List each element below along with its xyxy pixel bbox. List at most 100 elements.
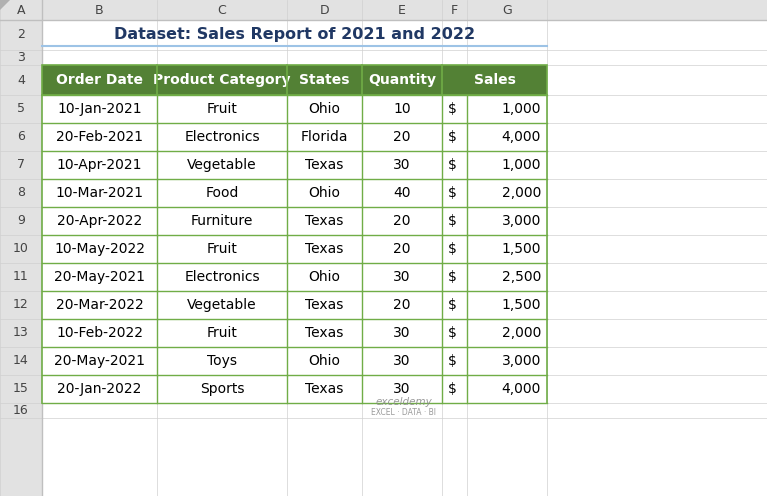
Text: 14: 14 bbox=[13, 355, 29, 368]
Text: exceldemy: exceldemy bbox=[375, 397, 432, 407]
Text: 30: 30 bbox=[393, 158, 411, 172]
Text: Quantity: Quantity bbox=[368, 73, 436, 87]
Text: 3,000: 3,000 bbox=[502, 214, 541, 228]
Bar bbox=[42, 123, 547, 151]
Text: 2,000: 2,000 bbox=[502, 326, 541, 340]
Text: 10-Apr-2021: 10-Apr-2021 bbox=[57, 158, 142, 172]
Text: Ohio: Ohio bbox=[308, 270, 341, 284]
Text: 20-Jan-2022: 20-Jan-2022 bbox=[58, 382, 142, 396]
Text: 10-Jan-2021: 10-Jan-2021 bbox=[58, 102, 142, 116]
Text: 7: 7 bbox=[17, 159, 25, 172]
Text: Texas: Texas bbox=[305, 242, 344, 256]
Polygon shape bbox=[0, 0, 10, 10]
Text: Sales: Sales bbox=[473, 73, 515, 87]
Text: 1,500: 1,500 bbox=[502, 242, 541, 256]
Text: $: $ bbox=[448, 102, 457, 116]
Text: 16: 16 bbox=[13, 404, 29, 417]
Text: $: $ bbox=[448, 214, 457, 228]
Text: B: B bbox=[95, 3, 104, 16]
Bar bbox=[42, 347, 547, 375]
Text: 20-Mar-2022: 20-Mar-2022 bbox=[56, 298, 143, 312]
Text: 10-Feb-2022: 10-Feb-2022 bbox=[56, 326, 143, 340]
Text: 11: 11 bbox=[13, 270, 29, 284]
Text: 8: 8 bbox=[17, 186, 25, 199]
Text: Ohio: Ohio bbox=[308, 102, 341, 116]
Text: 12: 12 bbox=[13, 299, 29, 311]
Bar bbox=[42, 65, 547, 95]
Text: Toys: Toys bbox=[207, 354, 237, 368]
Text: 1,000: 1,000 bbox=[502, 158, 541, 172]
Bar bbox=[42, 151, 547, 179]
Text: Food: Food bbox=[206, 186, 239, 200]
Text: 20-Feb-2021: 20-Feb-2021 bbox=[56, 130, 143, 144]
Text: 30: 30 bbox=[393, 382, 411, 396]
Text: Texas: Texas bbox=[305, 298, 344, 312]
Text: Texas: Texas bbox=[305, 214, 344, 228]
Bar bbox=[42, 319, 547, 347]
Text: 6: 6 bbox=[17, 130, 25, 143]
Text: A: A bbox=[17, 3, 25, 16]
Bar bbox=[42, 207, 547, 235]
Text: 40: 40 bbox=[393, 186, 411, 200]
Text: Order Date: Order Date bbox=[56, 73, 143, 87]
Text: 13: 13 bbox=[13, 326, 29, 339]
Text: 10-Mar-2021: 10-Mar-2021 bbox=[55, 186, 143, 200]
Bar bbox=[0, 0, 767, 20]
Text: 30: 30 bbox=[393, 270, 411, 284]
Text: 20-Apr-2022: 20-Apr-2022 bbox=[57, 214, 142, 228]
Text: Sports: Sports bbox=[199, 382, 244, 396]
Text: $: $ bbox=[448, 382, 457, 396]
Bar bbox=[42, 291, 547, 319]
Text: 10: 10 bbox=[13, 243, 29, 255]
Text: States: States bbox=[299, 73, 350, 87]
Text: C: C bbox=[218, 3, 226, 16]
Text: 20: 20 bbox=[393, 214, 411, 228]
Text: $: $ bbox=[448, 270, 457, 284]
Text: 20-May-2021: 20-May-2021 bbox=[54, 270, 145, 284]
Bar bbox=[42, 263, 547, 291]
Bar bbox=[42, 235, 547, 263]
Text: Texas: Texas bbox=[305, 326, 344, 340]
Text: Electronics: Electronics bbox=[184, 270, 260, 284]
Text: Dataset: Sales Report of 2021 and 2022: Dataset: Sales Report of 2021 and 2022 bbox=[114, 27, 475, 43]
Text: Florida: Florida bbox=[301, 130, 348, 144]
Text: D: D bbox=[320, 3, 329, 16]
Text: Fruit: Fruit bbox=[206, 242, 238, 256]
Text: Fruit: Fruit bbox=[206, 326, 238, 340]
Text: $: $ bbox=[448, 326, 457, 340]
Text: EXCEL · DATA · BI: EXCEL · DATA · BI bbox=[371, 408, 436, 417]
Text: 30: 30 bbox=[393, 354, 411, 368]
Text: 4,000: 4,000 bbox=[502, 130, 541, 144]
Text: 10: 10 bbox=[393, 102, 411, 116]
Bar bbox=[0, 0, 42, 496]
Bar bbox=[42, 65, 547, 95]
Text: $: $ bbox=[448, 354, 457, 368]
Text: 1,500: 1,500 bbox=[502, 298, 541, 312]
Text: Electronics: Electronics bbox=[184, 130, 260, 144]
Text: Fruit: Fruit bbox=[206, 102, 238, 116]
Bar bbox=[42, 95, 547, 123]
Text: 5: 5 bbox=[17, 103, 25, 116]
Text: 30: 30 bbox=[393, 326, 411, 340]
Text: E: E bbox=[398, 3, 406, 16]
Text: 9: 9 bbox=[17, 214, 25, 228]
Text: 15: 15 bbox=[13, 382, 29, 395]
Text: 1,000: 1,000 bbox=[502, 102, 541, 116]
Bar bbox=[42, 375, 547, 403]
Bar bbox=[42, 179, 547, 207]
Text: $: $ bbox=[448, 242, 457, 256]
Text: 4: 4 bbox=[17, 73, 25, 86]
Text: $: $ bbox=[448, 186, 457, 200]
Text: G: G bbox=[502, 3, 512, 16]
Text: Product Category: Product Category bbox=[153, 73, 291, 87]
Text: Furniture: Furniture bbox=[191, 214, 253, 228]
Text: 20: 20 bbox=[393, 242, 411, 256]
Text: 2,500: 2,500 bbox=[502, 270, 541, 284]
Text: 2: 2 bbox=[17, 28, 25, 42]
Text: 3,000: 3,000 bbox=[502, 354, 541, 368]
Text: 3: 3 bbox=[17, 51, 25, 64]
Text: 4,000: 4,000 bbox=[502, 382, 541, 396]
Text: $: $ bbox=[448, 130, 457, 144]
Text: $: $ bbox=[448, 298, 457, 312]
Text: Texas: Texas bbox=[305, 158, 344, 172]
